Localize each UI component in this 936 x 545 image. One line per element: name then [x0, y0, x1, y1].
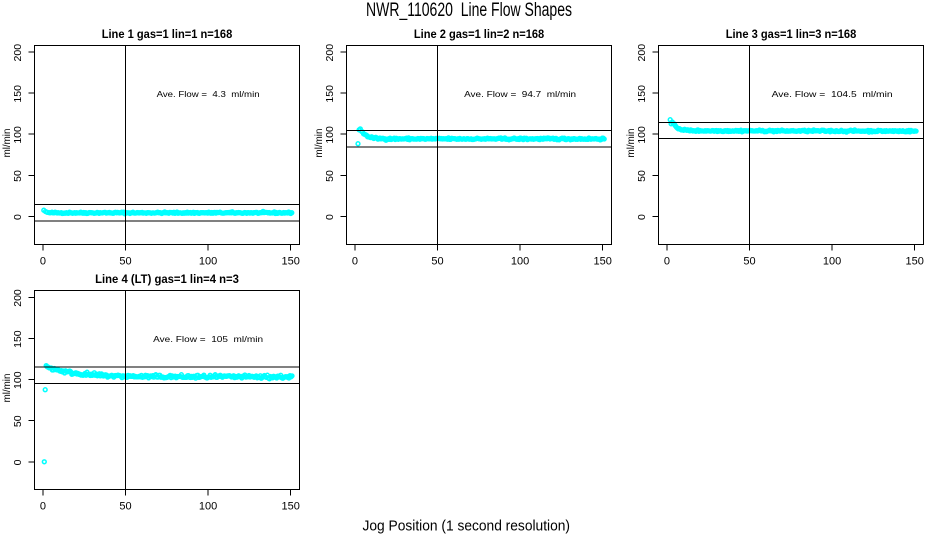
svg-text:NWR_110620 Line Flow Shapes: NWR_110620 Line Flow Shapes	[366, 0, 572, 21]
svg-text:Ave. Flow = 94.7 ml/min: Ave. Flow = 94.7 ml/min	[464, 89, 576, 99]
svg-text:50: 50	[12, 415, 24, 427]
svg-text:0: 0	[664, 255, 670, 267]
svg-text:200: 200	[12, 44, 24, 62]
svg-text:Line 1 gas=1 lin=1 n=168: Line 1 gas=1 lin=1 n=168	[102, 27, 233, 41]
svg-text:ml/min: ml/min	[2, 129, 13, 158]
svg-text:0: 0	[636, 214, 648, 220]
svg-text:150: 150	[12, 85, 24, 103]
svg-text:50: 50	[119, 500, 131, 512]
svg-text:ml/min: ml/min	[314, 129, 325, 158]
svg-text:Line 3 gas=1 lin=3 n=168: Line 3 gas=1 lin=3 n=168	[726, 27, 857, 41]
svg-text:150: 150	[324, 85, 336, 103]
svg-text:200: 200	[324, 44, 336, 62]
svg-text:100: 100	[823, 255, 841, 267]
svg-text:150: 150	[12, 330, 24, 348]
svg-text:Ave. Flow = 105 ml/min: Ave. Flow = 105 ml/min	[153, 334, 263, 344]
svg-text:150: 150	[636, 85, 648, 103]
svg-text:200: 200	[636, 44, 648, 62]
svg-text:ml/min: ml/min	[2, 374, 13, 403]
svg-text:Jog Position (1 second resolut: Jog Position (1 second resolution)	[363, 518, 571, 535]
svg-text:50: 50	[119, 255, 131, 267]
svg-text:100: 100	[199, 500, 217, 512]
svg-text:0: 0	[40, 255, 46, 267]
svg-text:0: 0	[324, 214, 336, 220]
svg-text:100: 100	[12, 126, 24, 144]
svg-text:0: 0	[352, 255, 358, 267]
svg-text:150: 150	[282, 500, 300, 512]
svg-text:150: 150	[906, 255, 924, 267]
svg-text:ml/min: ml/min	[626, 129, 637, 158]
svg-text:50: 50	[12, 170, 24, 182]
svg-text:50: 50	[636, 170, 648, 182]
svg-text:100: 100	[199, 255, 217, 267]
svg-text:150: 150	[594, 255, 612, 267]
svg-text:50: 50	[324, 170, 336, 182]
svg-text:100: 100	[636, 126, 648, 144]
svg-text:0: 0	[12, 459, 24, 465]
svg-text:150: 150	[282, 255, 300, 267]
svg-text:200: 200	[12, 289, 24, 307]
svg-text:100: 100	[511, 255, 529, 267]
svg-text:50: 50	[743, 255, 755, 267]
svg-text:100: 100	[12, 371, 24, 389]
svg-text:Ave. Flow = 104.5 ml/min: Ave. Flow = 104.5 ml/min	[772, 89, 893, 99]
svg-text:Ave. Flow = 4.3 ml/min: Ave. Flow = 4.3 ml/min	[157, 89, 260, 99]
svg-text:Line 4 (LT) gas=1 lin=4 n=3: Line 4 (LT) gas=1 lin=4 n=3	[95, 272, 239, 286]
svg-text:50: 50	[431, 255, 443, 267]
svg-text:100: 100	[324, 126, 336, 144]
svg-text:0: 0	[12, 214, 24, 220]
svg-text:Line 2 gas=1 lin=2 n=168: Line 2 gas=1 lin=2 n=168	[414, 27, 545, 41]
svg-text:0: 0	[40, 500, 46, 512]
